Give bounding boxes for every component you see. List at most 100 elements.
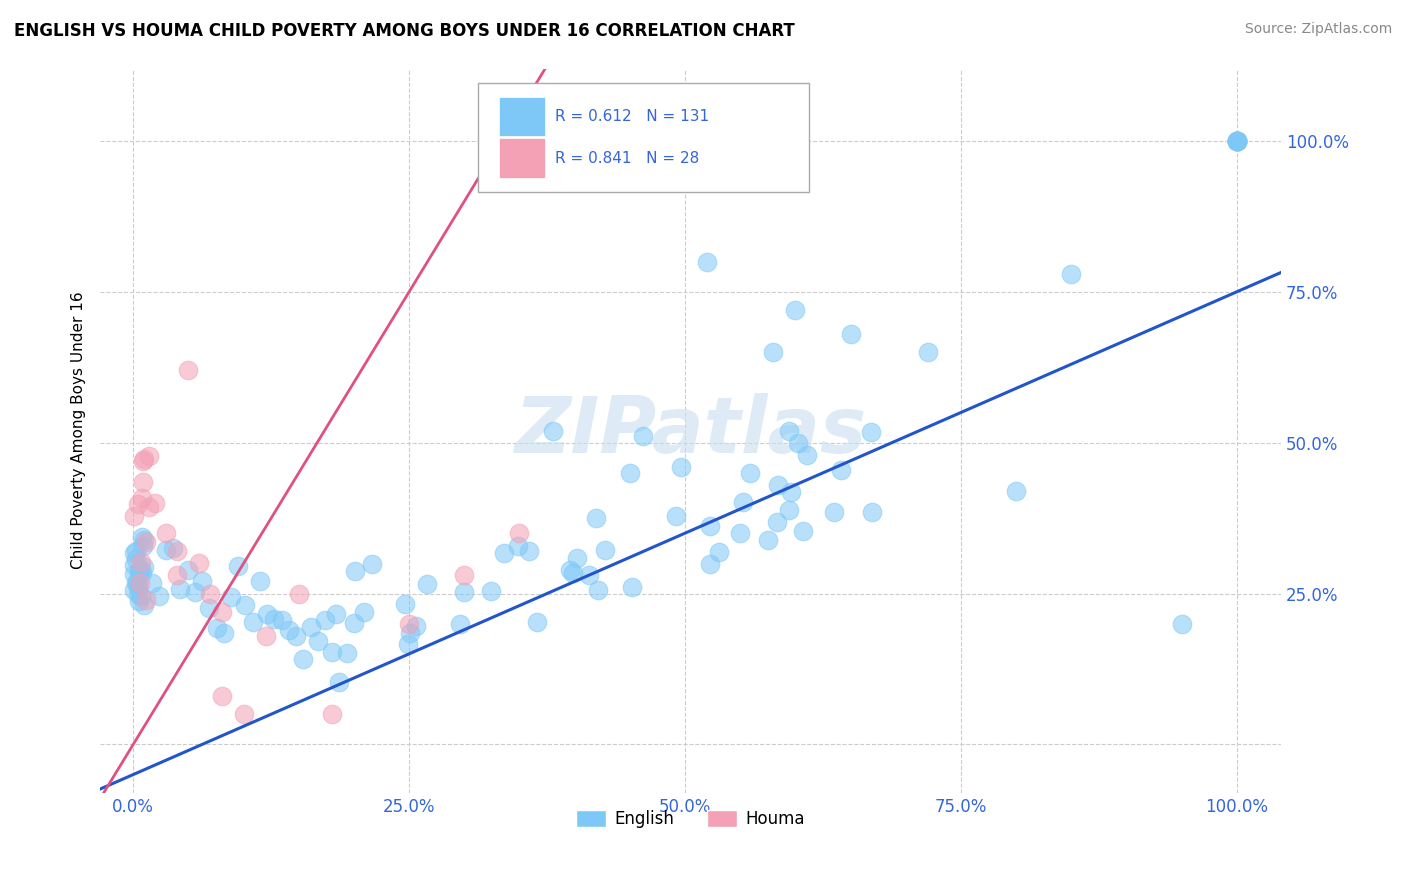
- Point: [450, 617, 472, 632]
- Point: [699, 558, 721, 572]
- Point: [541, 424, 564, 438]
- Point: [128, 564, 150, 578]
- Point: [699, 519, 721, 533]
- Point: [398, 616, 420, 631]
- Point: [321, 707, 343, 722]
- Point: [416, 576, 439, 591]
- Point: [578, 568, 600, 582]
- Point: [1060, 267, 1083, 281]
- Text: Source: ZipAtlas.com: Source: ZipAtlas.com: [1244, 22, 1392, 37]
- Point: [122, 509, 145, 524]
- Point: [353, 605, 375, 619]
- Point: [778, 502, 800, 516]
- Point: [1005, 483, 1028, 498]
- Point: [517, 544, 540, 558]
- Point: [1226, 134, 1249, 148]
- Point: [917, 345, 939, 359]
- Point: [127, 580, 149, 594]
- Point: [526, 615, 548, 629]
- Point: [762, 345, 785, 359]
- Point: [785, 302, 807, 317]
- Text: R = 0.841   N = 28: R = 0.841 N = 28: [555, 151, 699, 166]
- Point: [453, 568, 475, 582]
- Point: [270, 613, 292, 627]
- Point: [405, 619, 427, 633]
- Point: [242, 615, 264, 629]
- Point: [219, 590, 242, 604]
- Point: [830, 463, 852, 477]
- Point: [1226, 134, 1249, 148]
- Point: [205, 622, 228, 636]
- Point: [132, 454, 155, 468]
- Point: [792, 524, 814, 538]
- Point: [122, 582, 145, 597]
- Point: [235, 598, 257, 612]
- Point: [200, 586, 222, 600]
- Point: [177, 363, 200, 377]
- Point: [562, 566, 585, 580]
- Point: [787, 435, 810, 450]
- Point: [135, 534, 157, 549]
- Point: [343, 616, 366, 631]
- Point: [506, 539, 529, 553]
- Point: [394, 598, 416, 612]
- Point: [299, 620, 322, 634]
- Point: [138, 500, 160, 514]
- Point: [176, 564, 198, 578]
- Point: [256, 607, 278, 621]
- Point: [129, 589, 152, 603]
- Point: [1226, 134, 1249, 148]
- Point: [287, 586, 309, 600]
- Point: [733, 495, 755, 509]
- Point: [336, 646, 359, 660]
- Point: [132, 559, 155, 574]
- Point: [494, 546, 516, 560]
- Point: [344, 564, 367, 578]
- Point: [620, 580, 643, 594]
- Point: [823, 505, 845, 519]
- Point: [585, 511, 607, 525]
- Point: [778, 424, 800, 438]
- Point: [124, 544, 146, 558]
- Point: [125, 575, 148, 590]
- Point: [728, 526, 751, 541]
- Point: [738, 467, 761, 481]
- Point: [453, 585, 475, 599]
- Point: [128, 594, 150, 608]
- Point: [669, 459, 692, 474]
- Point: [232, 707, 254, 722]
- Point: [586, 583, 609, 598]
- Point: [360, 558, 382, 572]
- Point: [567, 551, 589, 566]
- Point: [162, 541, 184, 555]
- Point: [325, 607, 347, 621]
- Point: [122, 558, 145, 572]
- Point: [169, 582, 191, 596]
- Point: [249, 574, 271, 588]
- Legend: English, Houma: English, Houma: [569, 804, 811, 835]
- Point: [292, 652, 315, 666]
- Point: [129, 555, 152, 569]
- Point: [166, 568, 188, 582]
- Point: [254, 629, 277, 643]
- Point: [328, 675, 350, 690]
- Point: [132, 451, 155, 466]
- Point: [593, 542, 616, 557]
- Point: [1226, 134, 1249, 148]
- Point: [122, 567, 145, 582]
- Text: ZIPatlas: ZIPatlas: [515, 392, 866, 468]
- Point: [307, 633, 329, 648]
- Point: [131, 530, 153, 544]
- Point: [780, 484, 803, 499]
- Point: [166, 544, 188, 558]
- Point: [212, 626, 235, 640]
- Point: [1170, 616, 1192, 631]
- Point: [148, 589, 170, 603]
- Point: [1226, 134, 1249, 148]
- Point: [131, 491, 153, 505]
- FancyBboxPatch shape: [499, 138, 546, 178]
- Point: [314, 614, 336, 628]
- Point: [191, 574, 214, 589]
- Point: [125, 552, 148, 566]
- Point: [132, 475, 155, 489]
